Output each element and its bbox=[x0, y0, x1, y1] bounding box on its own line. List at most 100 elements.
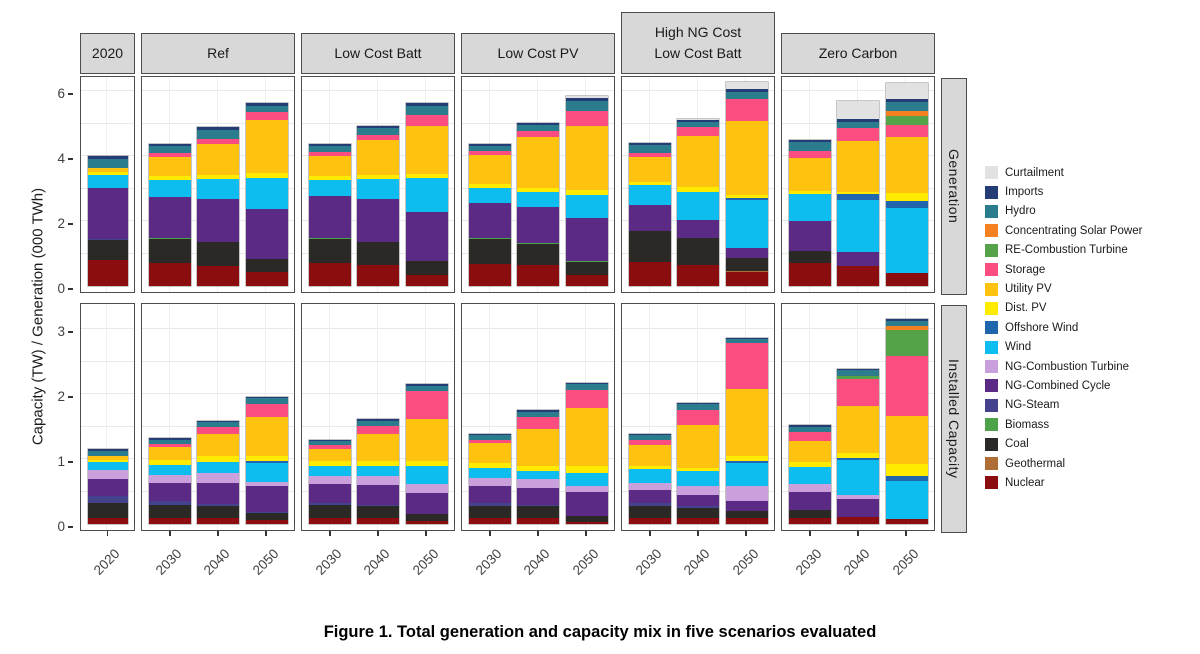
panel-lcb-capacity bbox=[301, 303, 455, 531]
bar-segment-wind bbox=[357, 466, 399, 476]
bar-segment-wind bbox=[565, 195, 608, 218]
bar-segment-ng-steam bbox=[677, 506, 719, 509]
x-tick-label: 2040 bbox=[361, 546, 393, 578]
legend-swatch-utility-pv bbox=[985, 282, 998, 296]
bar-segment-storage bbox=[677, 409, 719, 425]
bar-segment-wind bbox=[197, 461, 239, 474]
panel-zc-generation bbox=[781, 76, 935, 293]
bar-segment-ng-combined-cycle bbox=[245, 486, 288, 512]
bar-segment-dist-pv bbox=[788, 462, 831, 467]
y-tick-mark bbox=[68, 396, 73, 398]
bar-segment-hydro bbox=[468, 435, 511, 440]
bar-segment-ng-steam bbox=[245, 511, 288, 513]
stacked-bar-ref-2040 bbox=[197, 127, 239, 286]
bar-segment-utility-pv bbox=[885, 137, 928, 193]
bar-segment-biomass bbox=[677, 237, 719, 239]
bar-segment-ng-combined-cycle bbox=[197, 483, 239, 504]
legend-label: Storage bbox=[1005, 263, 1046, 276]
x-tick-mark bbox=[649, 531, 651, 536]
bar-segment-imports bbox=[197, 127, 239, 131]
bar-segment-coal bbox=[468, 505, 511, 518]
legend-item: Curtailment bbox=[985, 163, 1198, 182]
bar-segment-utility-pv bbox=[788, 440, 831, 463]
bar-segment-nuclear bbox=[628, 262, 671, 286]
bar-segment-coal bbox=[628, 231, 671, 263]
legend-label: NG-Steam bbox=[1005, 399, 1060, 412]
stacked-bar-zc-2050 bbox=[885, 82, 928, 286]
bar-segment-hydro bbox=[677, 403, 719, 410]
gridline bbox=[782, 360, 934, 362]
gridline bbox=[622, 393, 774, 394]
facet-strip-zc: Zero Carbon bbox=[781, 33, 935, 74]
bar-segment-coal bbox=[725, 258, 768, 272]
legend-item: Concentrating Solar Power bbox=[985, 221, 1198, 240]
x-tick-mark bbox=[217, 531, 219, 536]
legend-swatch-concentrating-solar-power bbox=[985, 224, 998, 238]
bar-segment-imports bbox=[565, 383, 608, 385]
bar-segment-coal bbox=[87, 502, 128, 518]
stacked-bar-lcpv-2030 bbox=[468, 143, 511, 286]
bar-segment-ng-combined-cycle bbox=[87, 479, 128, 497]
facet-column-hng: High NG Cost Low Cost Batt 2030 2040 2050 bbox=[621, 12, 775, 582]
legend-swatch-ng-combined-cycle bbox=[985, 379, 998, 393]
legend-label: Concentrating Solar Power bbox=[1005, 224, 1143, 237]
legend: Curtailment Imports Hydro Concentrating Sol… bbox=[985, 163, 1198, 493]
bar-segment-storage bbox=[837, 379, 879, 406]
stacked-bar-y2020-2020 bbox=[87, 449, 128, 524]
bar-segment-hydro bbox=[357, 127, 399, 135]
bar-segment-storage bbox=[87, 455, 128, 457]
bar-segment-biomass bbox=[357, 241, 399, 243]
y-axis-bottom: 0 1 2 3 bbox=[28, 305, 74, 534]
bar-segment-ng-combustion-turbine bbox=[87, 470, 128, 480]
bar-segment-coal bbox=[517, 506, 559, 518]
bar-segment-imports bbox=[517, 122, 559, 126]
bar-segment-hydro bbox=[148, 146, 191, 154]
bar-segment-coal bbox=[87, 239, 128, 261]
bar-segment-imports bbox=[788, 425, 831, 427]
legend-swatch-storage bbox=[985, 263, 998, 277]
bar-segment-nuclear bbox=[788, 262, 831, 286]
bar-segment-wind bbox=[245, 462, 288, 483]
legend-label: RE-Combustion Turbine bbox=[1005, 244, 1128, 257]
bar-segment-hydro bbox=[885, 320, 928, 326]
bar-segment-imports bbox=[885, 319, 928, 321]
y-tick-mark bbox=[68, 461, 73, 463]
legend-item: RE-Combustion Turbine bbox=[985, 241, 1198, 260]
bar-segment-biomass bbox=[148, 238, 191, 240]
bar-segment-utility-pv bbox=[725, 388, 768, 456]
bar-segment-storage bbox=[517, 131, 559, 137]
stacked-bar-ref-2030 bbox=[148, 144, 191, 286]
bar-segment-storage bbox=[197, 138, 239, 144]
bar-segment-ng-combustion-turbine bbox=[357, 475, 399, 486]
x-tick-label: 2040 bbox=[521, 546, 553, 578]
bar-segment-ng-combined-cycle bbox=[837, 498, 879, 517]
bar-segment-wind bbox=[677, 191, 719, 220]
legend-label: Coal bbox=[1005, 438, 1029, 451]
bar-segment-dist-pv bbox=[148, 460, 191, 465]
bar-segment-nuclear bbox=[885, 273, 928, 286]
bar-segment-ng-combined-cycle bbox=[148, 483, 191, 502]
bar-segment-nuclear bbox=[87, 260, 128, 286]
bar-segment-hydro bbox=[837, 121, 879, 129]
bar-segment-wind bbox=[788, 194, 831, 221]
legend-label: Hydro bbox=[1005, 205, 1036, 218]
bar-segment-coal bbox=[517, 243, 559, 265]
bar-segment-concentrating-solar-power bbox=[885, 110, 928, 117]
bar-segment-storage bbox=[677, 127, 719, 136]
row-strip-label: Generation bbox=[946, 149, 962, 224]
facet-column-lcb: Low Cost Batt 2030 2040 2050 bbox=[301, 12, 455, 582]
gridline bbox=[81, 90, 134, 91]
gridline bbox=[328, 304, 330, 530]
bar-segment-dist-pv bbox=[885, 192, 928, 201]
bar-segment-nuclear bbox=[405, 274, 448, 286]
gridline bbox=[782, 90, 934, 91]
y-tick-label: 3 bbox=[57, 324, 65, 339]
bar-segment-hydro bbox=[517, 411, 559, 417]
bar-segment-dist-pv bbox=[308, 460, 351, 467]
gridline bbox=[142, 360, 294, 362]
bar-segment-offshore-wind bbox=[245, 461, 288, 463]
x-tick-mark bbox=[745, 531, 747, 536]
bar-segment-wind bbox=[517, 191, 559, 207]
bar-segment-utility-pv bbox=[677, 424, 719, 468]
bar-segment-ng-combined-cycle bbox=[308, 196, 351, 238]
